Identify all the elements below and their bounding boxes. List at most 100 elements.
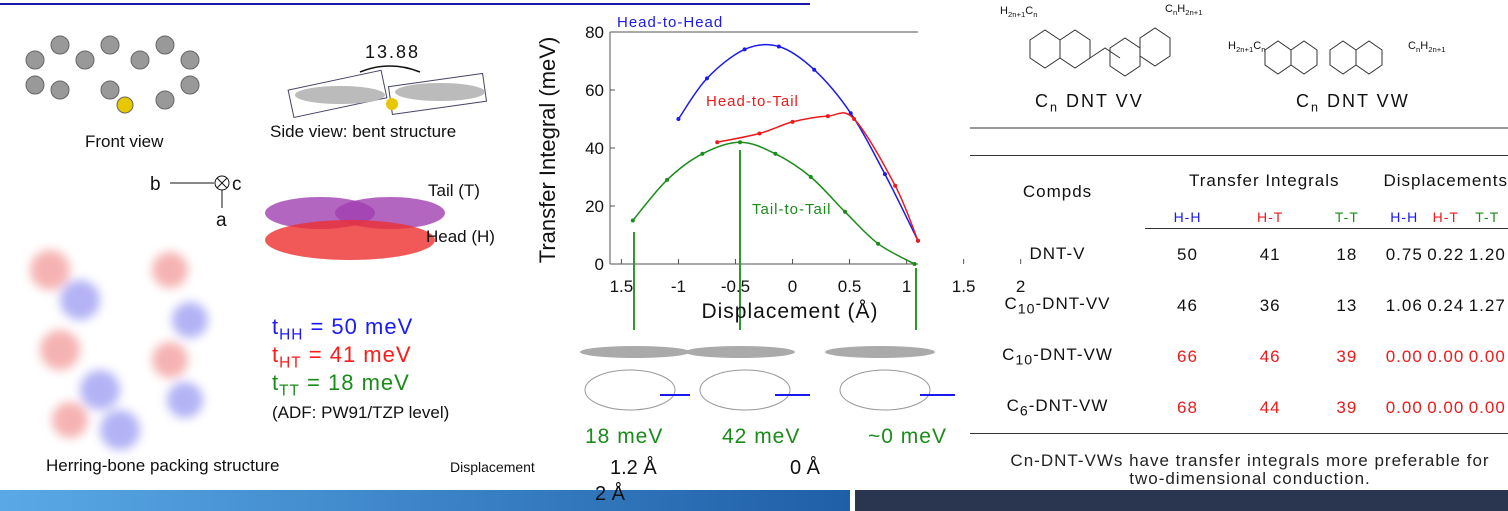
table-cell: 68 bbox=[1145, 382, 1230, 434]
text-part: C bbox=[1165, 3, 1173, 15]
axis-letter: a bbox=[216, 210, 227, 231]
subscript: 2n+1 bbox=[1008, 10, 1025, 19]
formula: H2n+1Cn bbox=[1228, 40, 1266, 54]
subscript: 2n+1 bbox=[1236, 45, 1253, 54]
text-part: H bbox=[1000, 5, 1008, 17]
data-point bbox=[665, 178, 669, 182]
y-tick-label: 80 bbox=[585, 23, 604, 42]
text-part: = 50 meV bbox=[303, 314, 413, 339]
data-point bbox=[631, 219, 635, 223]
text-part: H bbox=[1177, 3, 1185, 15]
table-cell: 50 bbox=[1145, 229, 1230, 281]
table-subheader: H-H bbox=[1384, 206, 1426, 229]
displaced-dimers bbox=[580, 346, 955, 410]
compound-name: C10-DNT-VW bbox=[970, 331, 1145, 382]
table-cell: 1.27 bbox=[1467, 280, 1508, 331]
data-point bbox=[852, 117, 856, 121]
table-cell: 1.06 bbox=[1384, 280, 1426, 331]
table-cell: 46 bbox=[1145, 280, 1230, 331]
y-axis-label: Transfer Integral (meV) bbox=[535, 37, 560, 264]
molecule-label: Cn DNT VW bbox=[1296, 91, 1410, 115]
text-part: -DNT-VW bbox=[1033, 345, 1113, 364]
x-tick-label: -0.5 bbox=[721, 277, 750, 296]
table-cell: 44 bbox=[1230, 382, 1310, 434]
data-point bbox=[809, 175, 813, 179]
text-part: DNT VV bbox=[1059, 91, 1144, 111]
axis-letter: b bbox=[150, 174, 161, 195]
text-part: DNT-V bbox=[1030, 244, 1086, 263]
conclusion: Cn-DNT-VWs have transfer integrals more … bbox=[1010, 452, 1490, 488]
t-value: tHH = 50 meV bbox=[272, 314, 413, 344]
front-view-molecule bbox=[26, 36, 199, 113]
text-part: = 18 meV bbox=[300, 370, 410, 395]
table-header: Transfer Integrals bbox=[1145, 156, 1384, 207]
table-cell: 39 bbox=[1310, 331, 1383, 382]
series-line bbox=[717, 113, 918, 241]
t-value: tHT = 41 meV bbox=[272, 342, 412, 372]
table-cell: 0.00 bbox=[1384, 382, 1426, 434]
data-point bbox=[705, 76, 709, 80]
data-point bbox=[676, 117, 680, 121]
subscript: n bbox=[1033, 10, 1037, 19]
text-part: -DNT-VW bbox=[1029, 396, 1109, 415]
subscript: 10 bbox=[1018, 301, 1036, 317]
energy-label: 18 meV bbox=[585, 425, 663, 448]
footer-bar bbox=[0, 490, 850, 511]
caption: Head (H) bbox=[426, 227, 495, 246]
caption: Side view: bent structure bbox=[270, 122, 456, 141]
text-part: C bbox=[1035, 91, 1050, 111]
subscript: n bbox=[1311, 101, 1320, 115]
text-part: C bbox=[1253, 40, 1261, 52]
side-view-molecule bbox=[288, 66, 486, 117]
slide: {"left":{"angle":"13.88","front_view":"F… bbox=[0, 0, 1508, 511]
data-point bbox=[826, 114, 830, 118]
energy-label: ~0 meV bbox=[868, 425, 947, 448]
table-subheader: T-T bbox=[1310, 206, 1383, 229]
x-tick-label: -1 bbox=[671, 277, 686, 296]
series-label: Tail-to-Tail bbox=[752, 201, 832, 218]
x-tick-label: 1.5 bbox=[610, 277, 634, 296]
subscript: TT bbox=[279, 383, 300, 400]
table-cell: 46 bbox=[1230, 331, 1310, 382]
subscript: n bbox=[1050, 101, 1059, 115]
text-part: -DNT-VV bbox=[1036, 294, 1111, 313]
text-part: = 41 meV bbox=[302, 342, 412, 367]
footer-dark bbox=[855, 490, 1508, 511]
text-part: H bbox=[1420, 40, 1428, 52]
caption: Front view bbox=[85, 132, 164, 151]
text-part: t bbox=[272, 342, 279, 367]
table-subheader: H-H bbox=[1145, 206, 1230, 229]
x-axis-label: Displacement (Å) bbox=[701, 300, 878, 323]
text-part: C bbox=[1025, 5, 1033, 17]
molecule-label: Cn DNT VV bbox=[1035, 91, 1144, 115]
table-subheader: H-T bbox=[1425, 206, 1467, 229]
table-cell: 0.00 bbox=[1425, 331, 1467, 382]
caption: Tail (T) bbox=[428, 181, 480, 200]
subscript: 2n+1 bbox=[1185, 8, 1202, 17]
table-cell: 0.00 bbox=[1384, 331, 1426, 382]
data-point bbox=[791, 120, 795, 124]
data-point bbox=[843, 210, 847, 214]
orbital-packing bbox=[30, 250, 208, 450]
displacement-value: 0 Å bbox=[790, 456, 821, 479]
table-subheader: H-T bbox=[1230, 206, 1310, 229]
data-point bbox=[876, 242, 880, 246]
compound-name: C6-DNT-VW bbox=[970, 382, 1145, 434]
data-point bbox=[916, 239, 920, 243]
text-part: DNT VW bbox=[1320, 91, 1410, 111]
y-tick-label: 60 bbox=[585, 81, 604, 100]
table-cell: 13 bbox=[1310, 280, 1383, 331]
table-row: DNT-V5041180.750.221.20 bbox=[970, 229, 1508, 281]
table-cell: 39 bbox=[1310, 382, 1383, 434]
text-part: C bbox=[1004, 294, 1017, 313]
table-subheader: T-T bbox=[1467, 206, 1508, 229]
energy-label: 42 meV bbox=[722, 425, 800, 448]
table-header: Displacements bbox=[1384, 156, 1508, 207]
table-cell: 18 bbox=[1310, 229, 1383, 281]
y-tick-label: 20 bbox=[585, 197, 604, 216]
text-part: C bbox=[1296, 91, 1311, 111]
